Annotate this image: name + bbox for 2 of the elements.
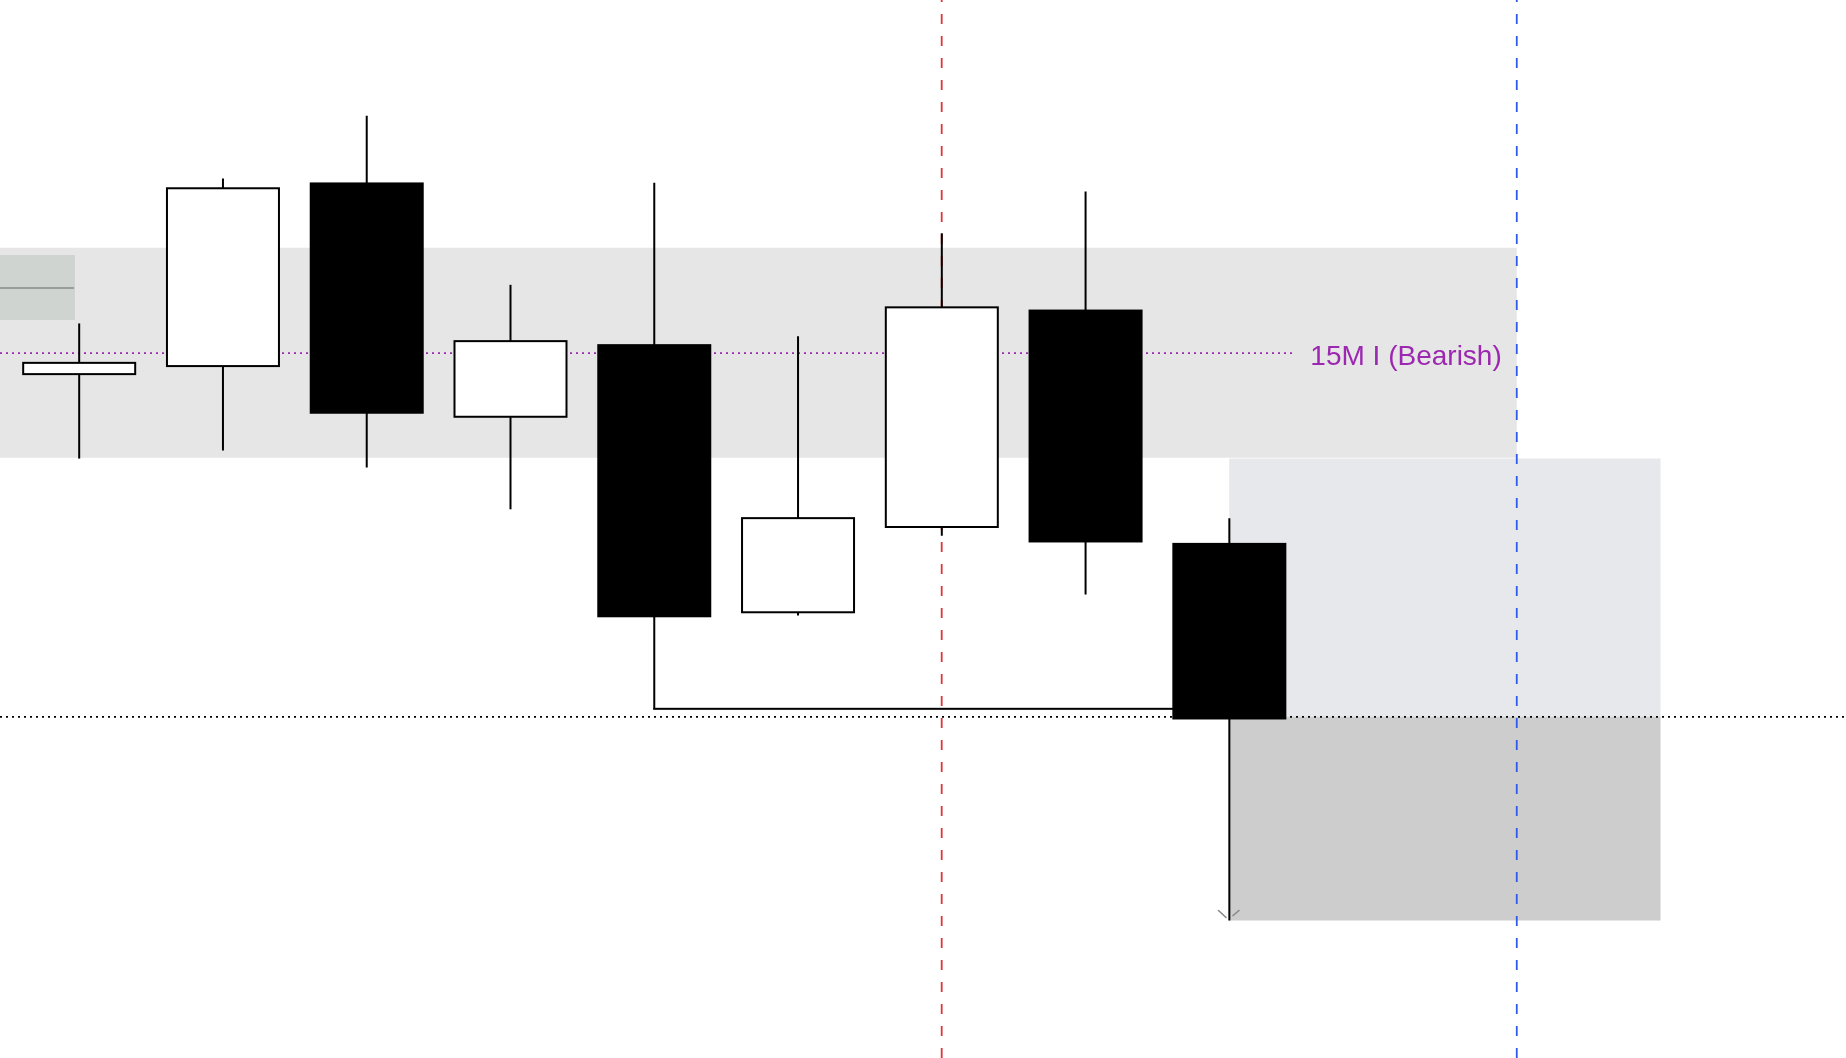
candlestick — [22, 322, 137, 460]
ref-line-label: 15M I (Bearish) — [1310, 339, 1502, 371]
